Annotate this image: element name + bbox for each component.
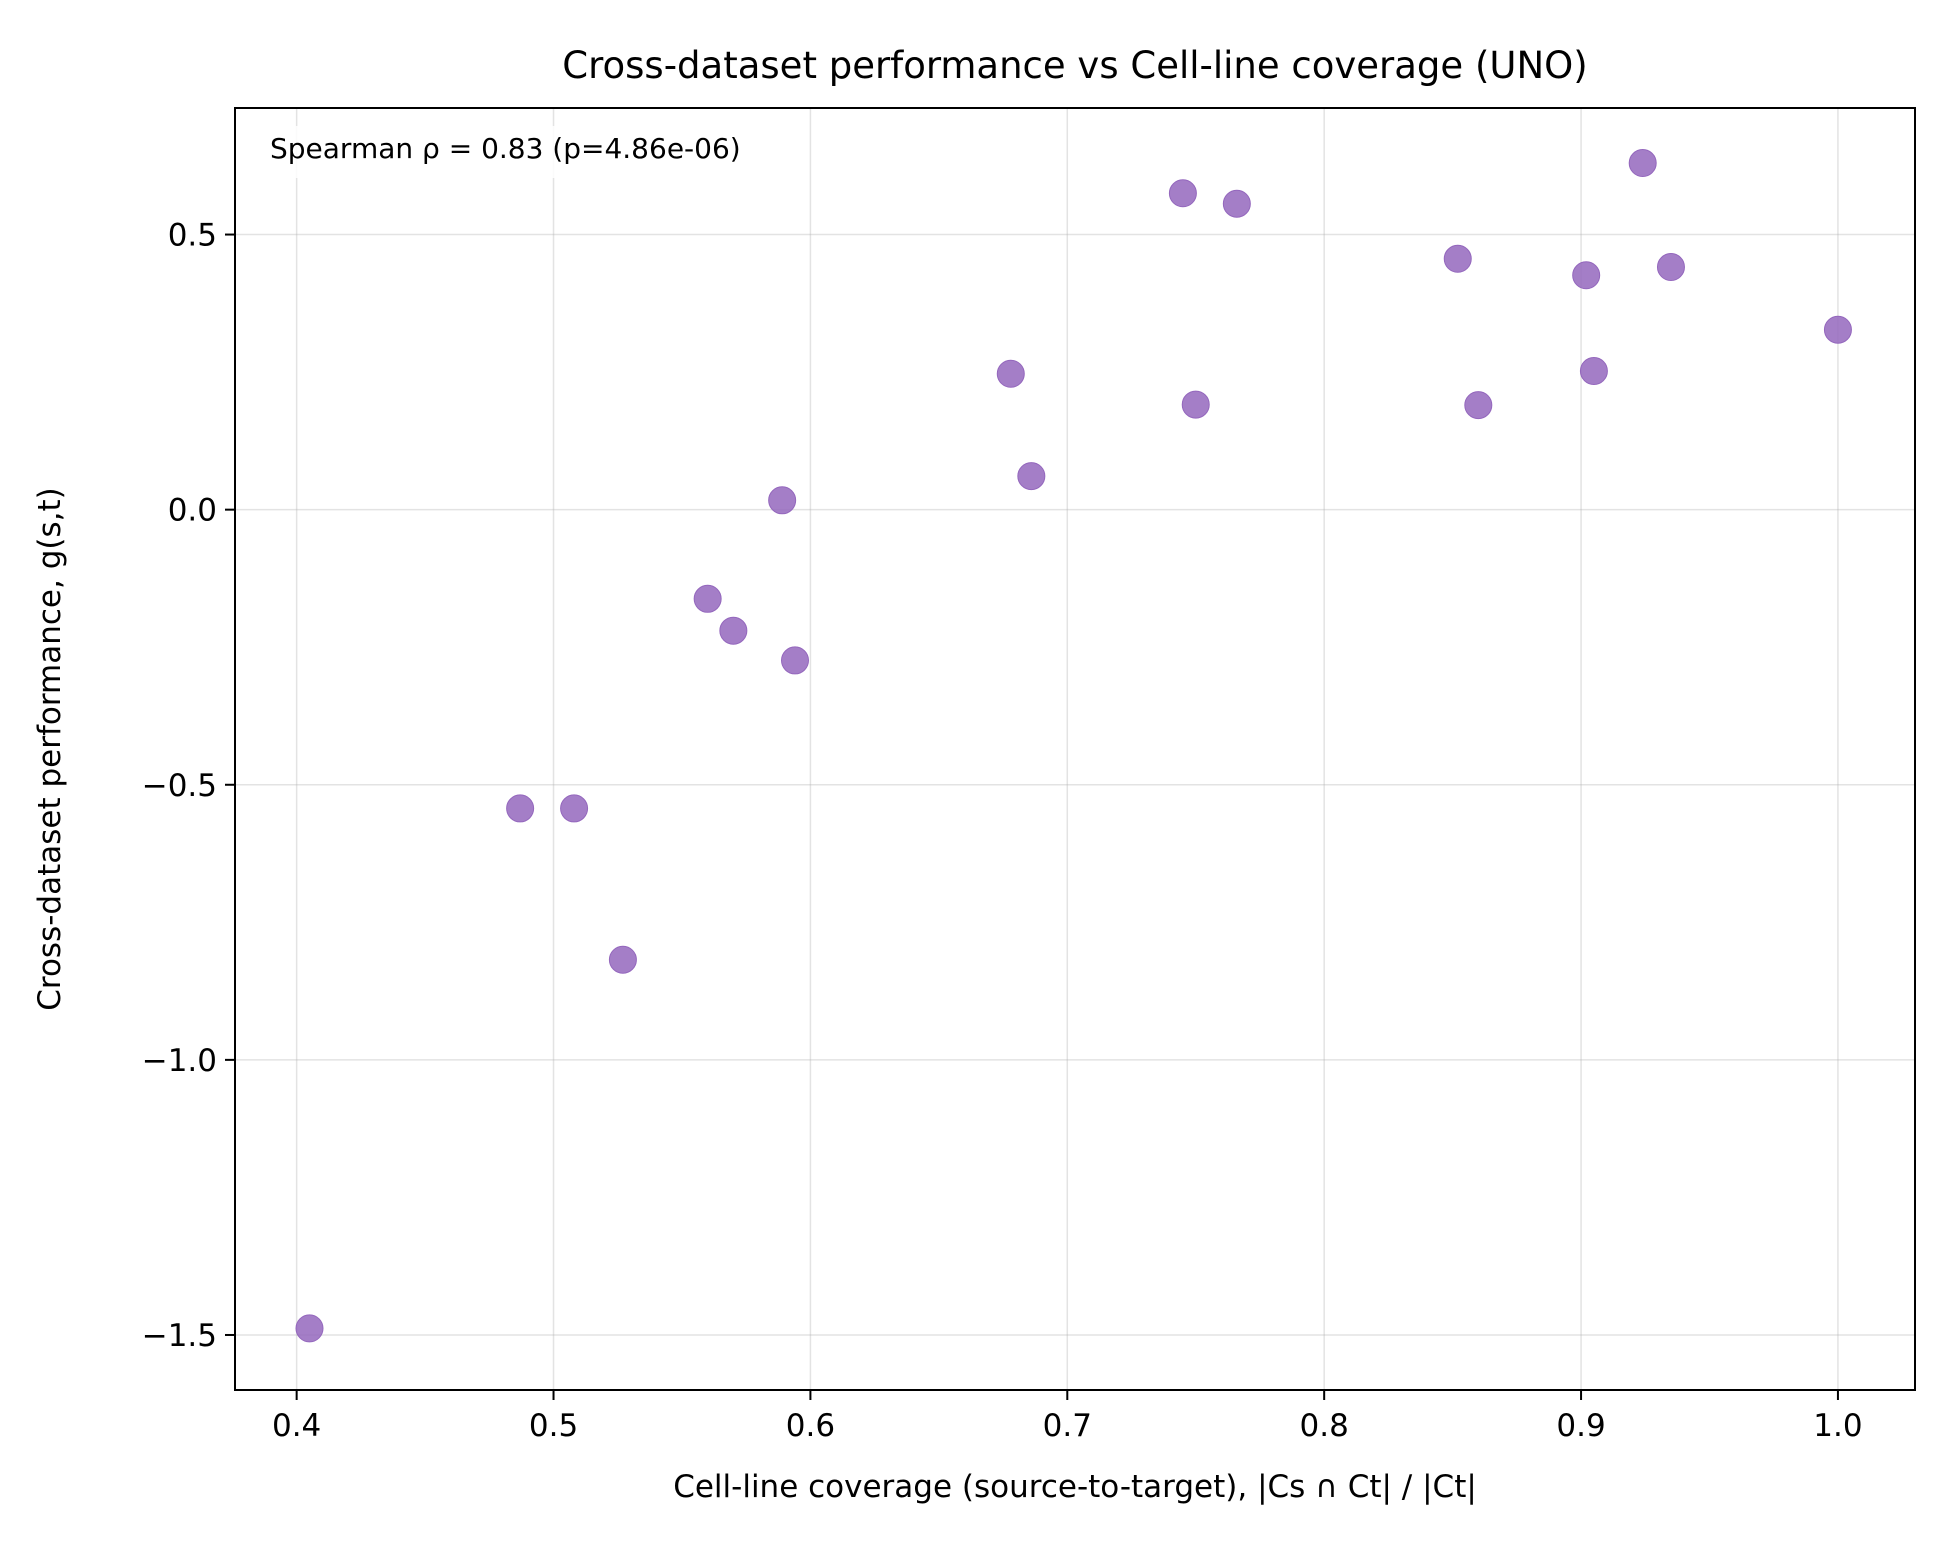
data-point [693, 584, 722, 613]
data-point [560, 794, 589, 823]
x-tick-label: 0.7 [1043, 1408, 1092, 1444]
data-point [1579, 357, 1608, 386]
data-point [608, 945, 637, 974]
data-point [1628, 149, 1657, 178]
data-point [1222, 189, 1251, 218]
spearman-annotation: Spearman ρ = 0.83 (p=4.86e-06) [270, 132, 741, 165]
data-point [295, 1314, 324, 1343]
x-tick-label: 0.8 [1300, 1408, 1349, 1444]
data-point [506, 794, 535, 823]
x-tick-label: 0.5 [529, 1408, 578, 1444]
chart-title: Cross-dataset performance vs Cell-line c… [562, 44, 1587, 87]
y-tick-label: −0.5 [142, 768, 217, 804]
x-axis-label: Cell-line coverage (source-to-target), |… [673, 1469, 1477, 1505]
y-tick-label: −1.0 [142, 1043, 217, 1079]
data-point [996, 359, 1025, 388]
data-point [1572, 261, 1601, 290]
data-point [1656, 253, 1685, 282]
data-point [719, 616, 748, 645]
data-point [1168, 179, 1197, 208]
data-point [781, 646, 809, 675]
data-point [1464, 391, 1493, 420]
x-tick-label: 0.9 [1556, 1408, 1605, 1444]
x-tick-label: 0.4 [272, 1408, 321, 1444]
y-tick-label: −1.5 [142, 1318, 217, 1354]
data-point [1443, 244, 1472, 273]
data-point [1181, 390, 1210, 419]
y-tick-label: 0.5 [168, 218, 217, 254]
data-point [1823, 315, 1852, 344]
y-axis-label: Cross-dataset performance, g(s,t) [32, 487, 68, 1011]
x-tick-label: 0.6 [786, 1408, 835, 1444]
x-tick-label: 1.0 [1813, 1408, 1862, 1444]
data-point [1017, 462, 1046, 491]
plot-area-frame [234, 107, 1916, 1391]
data-point [768, 486, 797, 515]
y-tick-label: 0.0 [168, 493, 217, 529]
